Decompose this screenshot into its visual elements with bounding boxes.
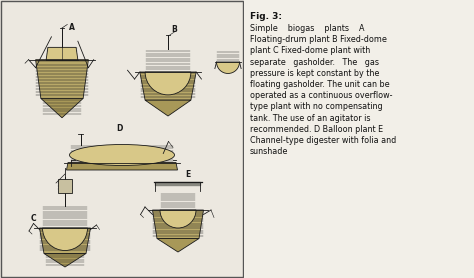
Polygon shape — [145, 100, 191, 116]
Polygon shape — [157, 239, 199, 252]
Text: type plant with no compensating: type plant with no compensating — [250, 102, 383, 111]
Text: Floating-drum plant B Fixed-dome: Floating-drum plant B Fixed-dome — [250, 35, 387, 44]
Ellipse shape — [70, 145, 174, 165]
Text: Channel-type digester with folia and: Channel-type digester with folia and — [250, 136, 396, 145]
Text: B: B — [172, 24, 177, 34]
Polygon shape — [153, 210, 203, 239]
Text: floating gasholder. The unit can be: floating gasholder. The unit can be — [250, 80, 390, 89]
Text: A: A — [69, 23, 75, 32]
Text: C: C — [30, 214, 36, 222]
Text: recommended. D Balloon plant E: recommended. D Balloon plant E — [250, 125, 383, 134]
Wedge shape — [217, 62, 239, 73]
Wedge shape — [43, 228, 88, 250]
Text: separate   gasholder.   The   gas: separate gasholder. The gas — [250, 58, 379, 67]
Wedge shape — [160, 210, 196, 228]
Text: operated as a continuous overflow-: operated as a continuous overflow- — [250, 91, 392, 100]
Polygon shape — [44, 254, 86, 267]
Text: pressure is kept constant by the: pressure is kept constant by the — [250, 69, 379, 78]
Polygon shape — [140, 72, 196, 100]
Polygon shape — [39, 228, 91, 254]
Text: D: D — [116, 124, 122, 133]
Text: plant C Fixed-dome plant with: plant C Fixed-dome plant with — [250, 46, 370, 55]
FancyBboxPatch shape — [244, 0, 474, 278]
FancyBboxPatch shape — [1, 1, 243, 277]
Polygon shape — [66, 163, 177, 170]
Polygon shape — [41, 98, 83, 118]
Text: Fig. 3:: Fig. 3: — [250, 12, 282, 21]
FancyBboxPatch shape — [57, 179, 73, 193]
Text: tank. The use of an agitator is: tank. The use of an agitator is — [250, 114, 371, 123]
Polygon shape — [36, 60, 88, 98]
Text: sunshade: sunshade — [250, 147, 288, 156]
Text: Simple    biogas    plants    A: Simple biogas plants A — [250, 24, 365, 33]
Text: E: E — [185, 170, 191, 179]
Polygon shape — [46, 47, 78, 60]
Wedge shape — [145, 72, 191, 95]
